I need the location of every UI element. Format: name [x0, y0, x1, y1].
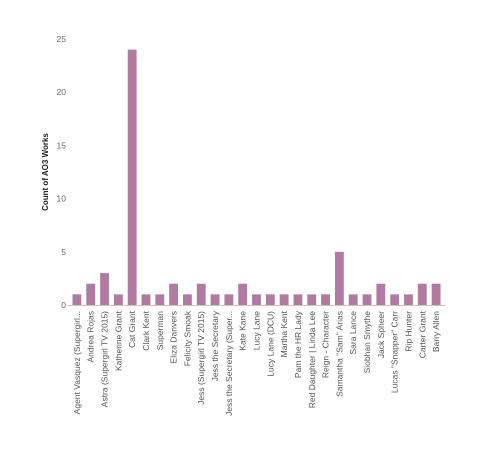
x-tick-label: Agent Vasquez (Supergirl...	[72, 311, 82, 414]
y-tick-label: 5	[61, 247, 66, 257]
x-tick-label: Jack Spheer	[376, 311, 386, 358]
bar[interactable]	[348, 294, 358, 305]
bar[interactable]	[321, 294, 330, 305]
x-tick-label: Eliza Danvers	[169, 311, 179, 363]
y-axis-title: Count of AO3 Works	[41, 133, 50, 211]
x-tick-label: Jess (Supergirl TV 2015)	[196, 311, 206, 405]
bar[interactable]	[155, 294, 165, 305]
x-tick-label: Andrea Rojas	[86, 311, 96, 363]
bar[interactable]	[169, 283, 179, 305]
x-tick-label: Katherine Grant	[113, 310, 123, 371]
x-tick-label: Siobhan Smythe	[362, 311, 372, 374]
x-tick-label: Barry Allen	[431, 311, 441, 352]
bar[interactable]	[127, 49, 137, 305]
bars	[72, 49, 441, 305]
x-tick-label: Kate Kane	[238, 311, 248, 351]
x-tick-label: Red Daughter | Linda Lee	[307, 311, 317, 408]
x-tick-label: Reign - Character	[321, 311, 331, 378]
bar[interactable]	[404, 294, 413, 305]
bar[interactable]	[417, 283, 427, 305]
bar[interactable]	[141, 294, 151, 305]
x-tick-label: Clark Kent	[141, 310, 151, 350]
bar[interactable]	[279, 294, 289, 305]
x-tick-label: Samantha "Sam" Arias	[334, 311, 344, 397]
x-tick-label: Superman	[155, 311, 165, 350]
bar[interactable]	[431, 283, 441, 305]
bar[interactable]	[334, 251, 344, 305]
bar[interactable]	[390, 294, 400, 305]
bar[interactable]	[238, 283, 248, 305]
bar[interactable]	[100, 273, 109, 305]
x-tick-label: Pam the HR Lady	[293, 310, 303, 378]
bar[interactable]	[183, 294, 192, 305]
x-tick-label: Astra (Supergirl TV 2015)	[100, 311, 110, 407]
y-tick-label: 15	[57, 140, 67, 150]
bar[interactable]	[307, 294, 317, 305]
x-tick-label: Lucy Lane (DCU)	[265, 311, 275, 377]
bar[interactable]	[72, 294, 82, 305]
x-tick-label: Jess the Secretary (Super...	[224, 311, 234, 416]
bar[interactable]	[376, 283, 386, 305]
y-tick-label: 20	[57, 87, 67, 97]
bar[interactable]	[293, 294, 303, 305]
y-tick-label: 10	[57, 194, 67, 204]
bar[interactable]	[210, 294, 220, 305]
bar[interactable]	[113, 294, 123, 305]
bar[interactable]	[196, 283, 206, 305]
x-tick-label: Felicity Smoak	[182, 310, 192, 366]
y-axis: 0 5 10 15 20 25	[57, 34, 67, 310]
y-tick-label: 0	[61, 300, 66, 310]
bar[interactable]	[86, 283, 96, 305]
bar[interactable]	[224, 294, 234, 305]
y-tick-label: 25	[57, 34, 67, 44]
bar[interactable]	[362, 294, 372, 305]
x-tick-label: Lucy Lane	[252, 311, 262, 350]
x-tick-label: Carter Grant	[417, 310, 427, 358]
x-tick-label: Sara Lance	[348, 311, 358, 355]
x-tick-label: Martha Kent	[279, 310, 289, 357]
bar[interactable]	[265, 294, 275, 305]
x-axis-labels: Agent Vasquez (Supergirl... Andrea Rojas A…	[72, 310, 441, 416]
bar[interactable]	[252, 294, 261, 305]
x-tick-label: Jess the Secretary	[210, 310, 220, 381]
x-tick-label: Lucas "Snapper" Carr	[390, 311, 400, 393]
x-tick-label: Rip Hunter	[403, 311, 413, 352]
x-tick-label: Cat Grant	[127, 310, 137, 347]
